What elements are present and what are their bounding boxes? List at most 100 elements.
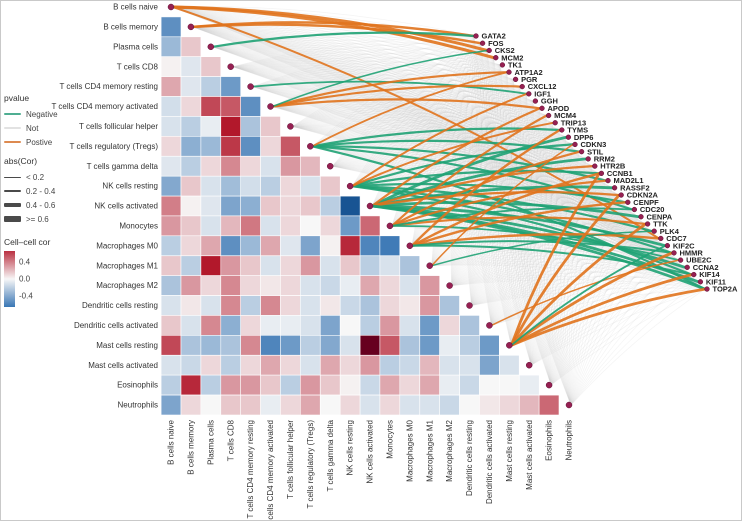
heatmap-cell bbox=[220, 235, 242, 257]
link-curve-not bbox=[312, 86, 521, 147]
heatmap-cell bbox=[399, 334, 420, 356]
link-curve-not bbox=[431, 223, 646, 267]
link-curve-postive bbox=[390, 114, 548, 227]
link-curve-not bbox=[351, 57, 495, 187]
heatmap-cell bbox=[379, 275, 401, 296]
link-curve-not bbox=[471, 100, 534, 306]
link-curve-not bbox=[511, 209, 633, 346]
row-label: B cells naive bbox=[113, 3, 158, 12]
link-curve-not bbox=[232, 66, 567, 138]
link-curve-not bbox=[451, 223, 646, 286]
gene-node-dot bbox=[578, 149, 585, 155]
link-curve-not bbox=[252, 74, 514, 87]
link-curve-not bbox=[192, 26, 547, 116]
heatmap-cell bbox=[379, 394, 401, 416]
legend-pvalue-title: pvalue bbox=[4, 93, 30, 103]
gene-node-dot bbox=[493, 55, 499, 61]
link-curve-not bbox=[232, 66, 613, 189]
gene-node-dot bbox=[499, 62, 506, 68]
link-curve-not bbox=[510, 129, 561, 346]
col-label: B cells naive bbox=[167, 419, 176, 464]
heatmap-cell bbox=[498, 354, 520, 376]
heatmap-cell bbox=[359, 215, 381, 237]
link-curve-not bbox=[471, 86, 521, 306]
link-curve-not bbox=[232, 66, 699, 283]
heatmap-cell bbox=[180, 116, 202, 137]
link-curve-not bbox=[292, 79, 514, 127]
link-curve-not bbox=[232, 66, 554, 124]
link-curve-not bbox=[491, 281, 699, 326]
gene-label: STIL bbox=[587, 147, 604, 156]
link-curve-not bbox=[491, 173, 600, 326]
link-curve-not bbox=[351, 42, 481, 187]
link-curve-not bbox=[192, 26, 620, 196]
col-label: Plasma cells bbox=[206, 420, 215, 465]
heatmap-cell bbox=[260, 334, 281, 356]
gene-node-dot bbox=[684, 264, 690, 271]
link-curve-not bbox=[252, 57, 494, 87]
cell-node-dot bbox=[167, 3, 175, 11]
col-label: T cells CD8 bbox=[226, 419, 235, 461]
heatmap-cell bbox=[439, 334, 460, 356]
gene-label: KIF14 bbox=[699, 270, 720, 279]
legend-abscor-title: abs(Cor) bbox=[4, 156, 38, 166]
gene-node-dot bbox=[559, 127, 565, 133]
gene-node-dot bbox=[519, 83, 525, 90]
cell-node-dot bbox=[267, 103, 274, 110]
link-curve-not bbox=[172, 6, 527, 95]
legend-abscor-label-4: >= 0.6 bbox=[26, 214, 49, 224]
heatmap-cell bbox=[200, 334, 222, 356]
heatmap-cell bbox=[459, 315, 480, 336]
row-label: Plasma cells bbox=[113, 42, 158, 51]
link-curve-not bbox=[252, 83, 534, 102]
gene-label: MCM4 bbox=[554, 111, 577, 120]
col-label: NK cells activated bbox=[366, 420, 375, 484]
gene-node-dot bbox=[611, 185, 618, 191]
link-curve-negative bbox=[351, 169, 601, 188]
heatmap-cell bbox=[220, 354, 242, 376]
cell-node-dot bbox=[346, 182, 354, 190]
link-curve-not bbox=[292, 42, 481, 127]
link-curve-not bbox=[467, 43, 481, 306]
link-curve-not bbox=[192, 26, 574, 145]
link-curve-not bbox=[232, 42, 481, 68]
link-curve-not bbox=[451, 216, 640, 286]
link-curve-not bbox=[232, 64, 521, 87]
gene-label: TTK bbox=[653, 220, 668, 229]
heatmap-cell bbox=[299, 295, 321, 316]
heatmap-cell bbox=[200, 116, 222, 137]
link-curve-not bbox=[312, 93, 527, 147]
heatmap-cell bbox=[359, 295, 381, 316]
link-curve-not bbox=[232, 66, 686, 268]
link-curve-not bbox=[563, 144, 574, 406]
heatmap-cell bbox=[339, 334, 361, 356]
gene-node-dot bbox=[618, 192, 624, 198]
gene-node-dot bbox=[671, 250, 677, 256]
link-curve-not bbox=[232, 66, 600, 174]
gene-node-dot bbox=[638, 214, 644, 220]
row-label: T cells CD4 memory resting bbox=[59, 82, 158, 91]
link-curve-postive bbox=[509, 287, 707, 347]
heatmap-cell bbox=[280, 235, 301, 257]
link-curve-not bbox=[172, 6, 593, 167]
col-label: Macrophages M0 bbox=[405, 419, 414, 481]
link-curve-not bbox=[530, 259, 679, 366]
heatmap-cell bbox=[260, 235, 281, 257]
heatmap-cell bbox=[439, 374, 460, 396]
link-curve-not bbox=[431, 263, 699, 283]
heatmap-cell bbox=[180, 334, 202, 356]
cell-node-dot bbox=[227, 63, 234, 70]
link-curve-not bbox=[252, 86, 679, 261]
link-curve-not bbox=[212, 46, 686, 268]
link-curve-not bbox=[172, 6, 633, 210]
medium-line-icon bbox=[4, 189, 21, 193]
heatmap-cell bbox=[240, 136, 261, 157]
heatmap-cell bbox=[200, 275, 222, 296]
col-label: Macrophages M2 bbox=[445, 419, 454, 481]
row-label: NK cells activated bbox=[94, 202, 158, 211]
heatmap-cell bbox=[280, 334, 301, 356]
gene-label: PLK4 bbox=[660, 227, 680, 236]
link-curve-not bbox=[252, 86, 692, 275]
gene-label: RRM2 bbox=[594, 155, 615, 164]
